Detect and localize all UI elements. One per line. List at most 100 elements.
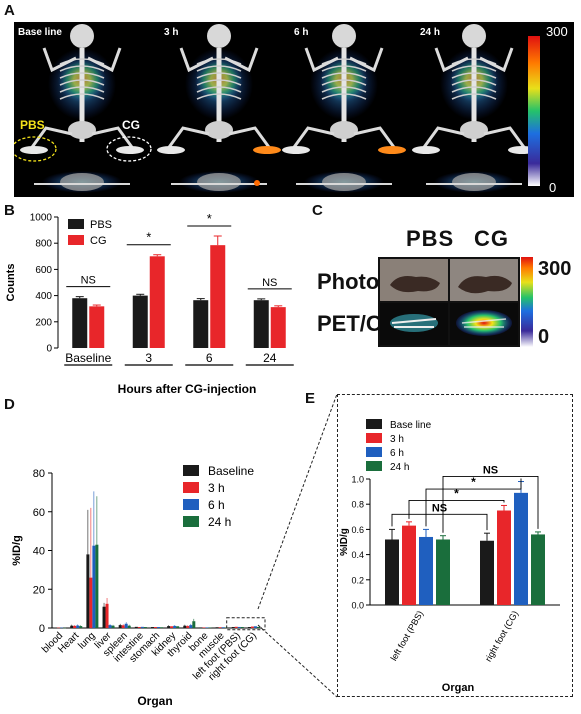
- panel-d-bar: [186, 626, 190, 628]
- right-forelimb: [87, 47, 122, 73]
- left-hindlimb: [28, 126, 73, 151]
- panel-d-bar: [118, 625, 122, 628]
- panel-c-colorbar-min: 0: [538, 326, 550, 348]
- panel-c-colorbar-max: 300: [538, 258, 572, 280]
- panel-b-legend-label: PBS: [90, 219, 112, 231]
- panel-d-bar: [121, 625, 125, 628]
- panel-d-bar: [57, 627, 61, 629]
- panel-d-bar: [134, 626, 138, 628]
- panel-b-significance-label: *: [146, 230, 151, 245]
- panel-e-bar: [480, 540, 494, 605]
- panel-e-y-tick-label: 0.6: [351, 525, 364, 535]
- panel-d-bar: [73, 625, 77, 628]
- timepoint-label-6h: 6 h: [294, 27, 308, 38]
- panel-b-bar: [193, 300, 209, 348]
- panel-d-legend-swatch: [183, 516, 199, 527]
- panel-d-bar: [237, 626, 241, 628]
- panel-d-letter: D: [4, 396, 15, 413]
- pet-ct-timecourse-image: 300 0 Base line 3 h 6 h 24 h PBS CG: [14, 22, 574, 197]
- panel-d-bar: [240, 626, 244, 628]
- panel-d-bar: [105, 603, 109, 628]
- panel-c-row-photo: Photo: [317, 269, 380, 294]
- rib: [451, 93, 497, 100]
- panel-b-significance-label: NS: [262, 277, 277, 289]
- rib: [321, 93, 367, 100]
- panel-e-letter: E: [305, 390, 316, 407]
- panel-d-legend-swatch: [183, 465, 199, 476]
- panel-e-legend-label: 24 h: [390, 462, 409, 473]
- panel-b-legend-swatch: [68, 219, 84, 229]
- panel-d-bar: [154, 627, 157, 628]
- panel-e-legend-swatch: [366, 419, 382, 429]
- mouse-1: [157, 24, 281, 193]
- foot-label-cg: CG: [122, 118, 140, 132]
- panel-b-y-tick-label: 200: [35, 317, 52, 328]
- left-foot: [157, 146, 185, 154]
- left-hindlimb: [420, 126, 465, 151]
- panel-b-x-tick-label: 3: [145, 351, 152, 365]
- left-hindlimb: [165, 126, 210, 151]
- left-forelimb: [434, 47, 469, 73]
- panel-e-y-tick-label: 0.8: [351, 500, 364, 510]
- rib: [59, 79, 105, 86]
- panel-d-y-tick-label: 20: [33, 584, 45, 596]
- panel-d-bar: [143, 627, 147, 628]
- panel-d-bar: [183, 625, 187, 628]
- panel-b-bar: [89, 306, 105, 348]
- left-hindlimb: [290, 126, 335, 151]
- panel-e-significance-bracket: [408, 499, 505, 519]
- panel-b-bar: [72, 298, 88, 348]
- panel-e-x-tick-label: left foot (PBS): [389, 609, 426, 663]
- panel-e-legend-label: Base line: [390, 420, 432, 431]
- rib: [59, 93, 105, 100]
- right-forelimb: [224, 47, 259, 73]
- rib: [321, 72, 367, 79]
- panel-e-significance-label: *: [471, 475, 476, 489]
- right-foot: [116, 146, 144, 154]
- timepoint-label-24h: 24 h: [420, 27, 440, 38]
- mouse-0: [20, 24, 144, 193]
- panel-e-y-tick-label: 0.0: [351, 601, 364, 611]
- panel-d-bar: [176, 626, 180, 628]
- skull: [332, 24, 356, 48]
- mouse-3: [412, 24, 536, 193]
- cg-foot-circle: [106, 136, 152, 162]
- panel-d-bar: [95, 544, 99, 628]
- panel-e-y-axis-label: %ID/g: [339, 528, 350, 556]
- panel-d-bar: [108, 625, 112, 628]
- panel-b-y-tick-label: 1000: [30, 213, 53, 224]
- rib: [59, 72, 105, 79]
- left-forelimb: [42, 47, 77, 73]
- panel-e-bar: [514, 492, 528, 605]
- panel-d-bar: [137, 627, 141, 628]
- axial-view-body: [60, 173, 104, 191]
- panel-b-bar: [210, 245, 226, 348]
- panel-d-legend-label: 3 h: [208, 481, 225, 495]
- panel-b-significance-label: NS: [81, 275, 96, 287]
- panel-d-bar: [79, 626, 83, 628]
- panel-e-y-tick-label: 0.2: [351, 575, 364, 585]
- panel-d-bar: [247, 627, 251, 628]
- panel-b-x-tick-label: 24: [263, 351, 277, 365]
- rib: [321, 65, 367, 72]
- panel-b-y-tick-label: 800: [35, 239, 52, 250]
- panel-d-bar: [140, 626, 144, 628]
- panel-d-bar: [231, 626, 235, 628]
- panel-d-bar: [89, 577, 93, 628]
- panel-b-chart: 0 200 400 600 800 1000 Counts Baseline NS 3 * 6 * 24 N…: [0, 205, 305, 405]
- left-foot: [20, 146, 48, 154]
- panel-e-bar: [531, 534, 545, 605]
- panel-d-legend-swatch: [183, 482, 199, 493]
- panel-e-x-tick-label: right foot (CG): [483, 609, 520, 663]
- pelvis: [68, 121, 96, 139]
- panel-d-bar: [170, 626, 174, 628]
- right-foot: [378, 146, 406, 154]
- right-foot: [253, 146, 281, 154]
- panel-e-x-axis-label: Organ: [442, 682, 475, 694]
- axial-view-body: [452, 173, 496, 191]
- panel-d-y-tick-label: 80: [33, 468, 45, 480]
- rib: [451, 79, 497, 86]
- panel-b-letter: B: [4, 202, 15, 219]
- panel-a-colorbar-max: 300: [546, 24, 568, 39]
- axial-view-body: [197, 173, 241, 191]
